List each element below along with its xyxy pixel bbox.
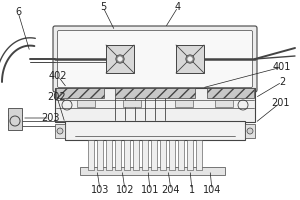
FancyBboxPatch shape — [53, 26, 257, 92]
Bar — [151, 140, 157, 170]
Bar — [115, 88, 195, 98]
Bar — [106, 140, 112, 170]
Bar — [55, 88, 255, 122]
Bar — [187, 140, 193, 170]
Text: 104: 104 — [203, 185, 221, 195]
Bar — [77, 100, 95, 107]
Text: 103: 103 — [91, 185, 109, 195]
Bar — [97, 140, 103, 170]
Text: 2: 2 — [279, 77, 285, 87]
Circle shape — [247, 128, 253, 134]
Text: 204: 204 — [162, 185, 180, 195]
Bar — [115, 140, 121, 170]
Bar — [215, 100, 233, 107]
Text: 101: 101 — [141, 185, 159, 195]
Circle shape — [116, 55, 124, 63]
Bar — [80, 167, 225, 175]
Text: 402: 402 — [49, 71, 67, 81]
Bar — [175, 100, 193, 107]
Text: 4: 4 — [175, 2, 181, 12]
Bar — [124, 140, 130, 170]
Bar — [8, 108, 22, 130]
Bar — [123, 100, 141, 107]
Bar — [169, 140, 175, 170]
Text: 401: 401 — [273, 62, 291, 72]
Text: 201: 201 — [271, 98, 289, 108]
Text: 202: 202 — [48, 92, 66, 102]
Text: 5: 5 — [100, 2, 106, 12]
Text: 1: 1 — [189, 185, 195, 195]
Bar — [160, 140, 166, 170]
Bar — [245, 124, 255, 138]
Bar — [56, 88, 104, 98]
Bar — [178, 140, 184, 170]
Bar — [55, 124, 65, 138]
Bar — [207, 88, 254, 98]
Bar — [176, 45, 204, 73]
Bar — [133, 140, 139, 170]
Bar — [142, 140, 148, 170]
Text: 6: 6 — [15, 7, 21, 17]
Circle shape — [186, 55, 194, 63]
Bar — [196, 140, 202, 170]
FancyBboxPatch shape — [58, 30, 253, 88]
Bar — [88, 140, 94, 170]
Bar — [106, 45, 134, 73]
Bar — [65, 121, 245, 140]
Circle shape — [118, 57, 122, 61]
Text: 203: 203 — [41, 113, 59, 123]
Circle shape — [57, 128, 63, 134]
Circle shape — [188, 57, 192, 61]
Text: 102: 102 — [116, 185, 134, 195]
